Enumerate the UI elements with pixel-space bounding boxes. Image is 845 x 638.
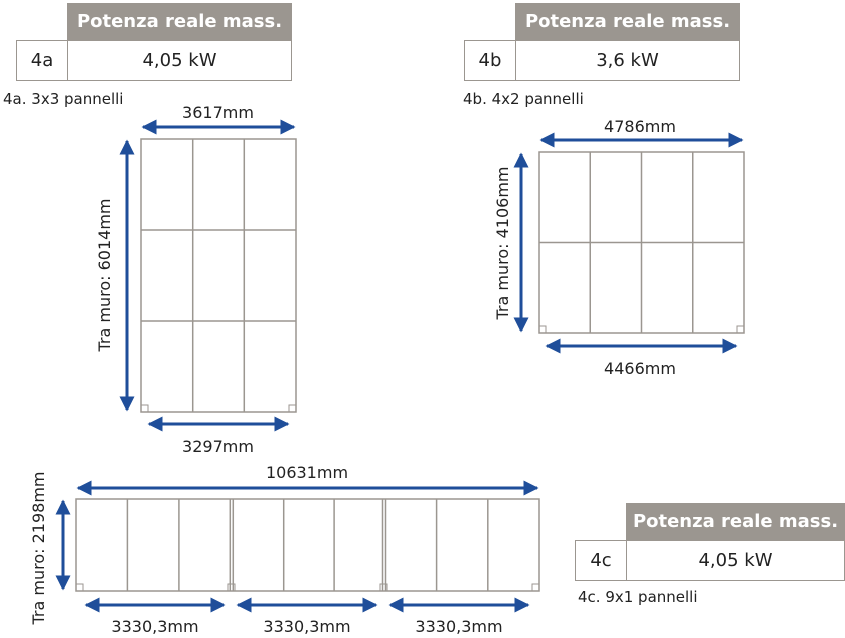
dimension-label-top-4a: 3617mm bbox=[182, 103, 254, 122]
dimension-label-bottom-4c-1: 3330,3mm bbox=[111, 617, 198, 636]
dimension-label-bottom-4a: 3297mm bbox=[182, 437, 254, 456]
layout-caption-4a: 4a. 3x3 pannelli bbox=[3, 90, 124, 108]
layout-caption-4c: 4c. 9x1 pannelli bbox=[578, 588, 698, 606]
power-table-header: Potenza reale mass. bbox=[67, 3, 292, 40]
dimension-label-side-4b: Tra muro: 4106mm bbox=[493, 167, 512, 321]
power-table-header: Potenza reale mass. bbox=[515, 3, 740, 40]
dimension-label-side-4a: Tra muro: 6014mm bbox=[95, 199, 114, 353]
power-table-value: 4,05 kW bbox=[67, 40, 292, 81]
power-table-value: 3,6 kW bbox=[515, 40, 740, 81]
dimension-label-bottom-4c-3: 3330,3mm bbox=[415, 617, 502, 636]
panel-grid-4c bbox=[75, 498, 540, 592]
panel-grid-4b bbox=[538, 151, 745, 334]
dimension-label-top-4c: 10631mm bbox=[266, 463, 348, 482]
dimension-label-bottom-4c-2: 3330,3mm bbox=[263, 617, 350, 636]
power-table-value: 4,05 kW bbox=[626, 540, 845, 581]
power-table-code: 4a bbox=[16, 40, 68, 81]
panel-grid-4a bbox=[140, 138, 297, 413]
dimension-label-bottom-4b: 4466mm bbox=[604, 359, 676, 378]
power-table-code: 4c bbox=[575, 540, 627, 581]
layout-caption-4b: 4b. 4x2 pannelli bbox=[463, 90, 584, 108]
power-table-4c: Potenza reale mass. 4c 4,05 kW bbox=[575, 503, 845, 581]
power-table-header: Potenza reale mass. bbox=[626, 503, 845, 540]
dimension-label-top-4b: 4786mm bbox=[604, 117, 676, 136]
dimension-label-side-4c: Tra muro: 2198mm bbox=[29, 472, 48, 626]
power-table-code: 4b bbox=[464, 40, 516, 81]
power-table-4a: Potenza reale mass. 4a 4,05 kW bbox=[16, 3, 292, 81]
power-table-4b: Potenza reale mass. 4b 3,6 kW bbox=[464, 3, 740, 81]
